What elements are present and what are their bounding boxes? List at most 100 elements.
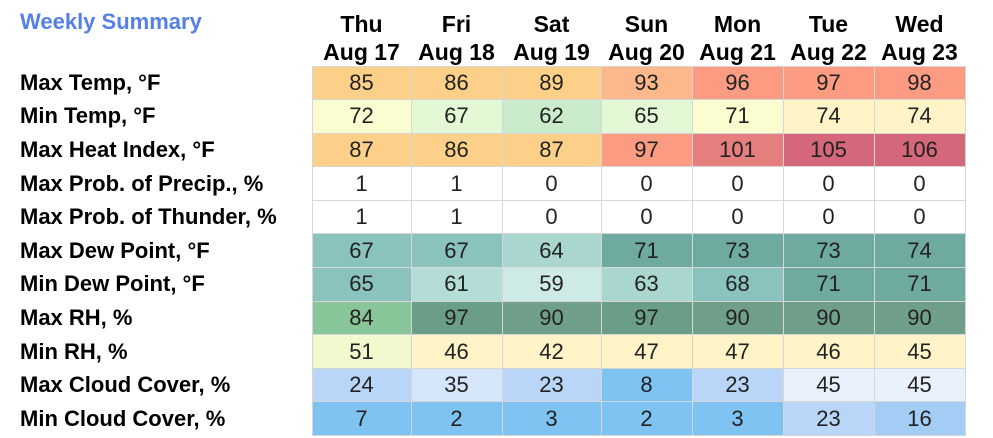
value-cell: 96 [691,65,784,101]
value-cell: 51 [311,334,412,369]
value-cell: 45 [873,334,966,369]
row-label: Max Prob. of Precip., % [20,170,264,196]
value-cell: 90 [691,300,784,336]
value-cell: 2 [410,401,503,437]
row-label: Max RH, % [20,304,133,330]
value-cell: 106 [873,132,966,168]
day-header: Wed Aug 23 [874,0,965,66]
day-name: Sun [624,10,669,37]
value-cell: 72 [311,99,412,134]
value-cell: 0 [691,166,784,201]
value-cell: 3 [501,401,602,437]
value-cell: 87 [311,132,412,168]
value-cell: 46 [410,334,503,369]
table-body: Max Temp, °F 85 86 89 93 96 97 98 Min Temp, °F 72… [0,65,966,437]
value-cell: 42 [501,334,602,369]
value-cell: 0 [501,166,602,201]
value-cell: 0 [600,199,693,235]
day-name: Fri [441,10,472,37]
table-row: Min Temp, °F 72 67 62 65 71 74 74 [0,99,966,134]
table-row: Min RH, % 51 46 42 47 47 46 45 [0,334,966,369]
value-cell: 90 [782,300,875,336]
value-cell: 87 [501,132,602,168]
table-row: Max Prob. of Precip., % 1 1 0 0 0 0 0 [0,166,966,201]
day-name: Tue [808,10,849,37]
value-cell: 0 [600,166,693,201]
table-row: Max RH, % 84 97 90 97 90 90 90 [0,300,966,336]
day-date: Aug 23 [881,38,958,65]
value-cell: 61 [410,267,503,302]
value-cell: 97 [600,300,693,336]
row-label: Min Cloud Cover, % [20,405,226,431]
value-cell: 73 [691,233,784,269]
table-row: Max Temp, °F 85 86 89 93 96 97 98 [0,65,966,101]
value-cell: 98 [873,65,966,101]
header-row: Weekly Summary Thu Aug 17 Fri Aug 18 Sat Aug … [0,0,965,66]
day-date: Aug 22 [790,38,867,65]
value-cell: 89 [501,65,602,101]
value-cell: 0 [782,199,875,235]
day-header: Fri Aug 18 [411,0,502,66]
value-cell: 0 [501,199,602,235]
value-cell: 0 [782,166,875,201]
value-cell: 59 [501,267,602,302]
value-cell: 24 [311,367,412,403]
row-label: Max Temp, °F [20,69,161,95]
value-cell: 23 [782,401,875,437]
table-row: Max Prob. of Thunder, % 1 1 0 0 0 0 0 [0,199,966,235]
value-cell: 2 [600,401,693,437]
value-cell: 93 [600,65,693,101]
value-cell: 0 [873,199,966,235]
row-label: Min RH, % [20,338,128,364]
value-cell: 23 [501,367,602,403]
table-row: Min Dew Point, °F 65 61 59 63 68 71 71 [0,267,966,302]
value-cell: 62 [501,99,602,134]
value-cell: 35 [410,367,503,403]
row-label: Max Dew Point, °F [20,237,210,263]
value-cell: 73 [782,233,875,269]
value-cell: 16 [873,401,966,437]
value-cell: 74 [873,99,966,134]
value-cell: 1 [410,199,503,235]
value-cell: 3 [691,401,784,437]
row-label: Min Temp, °F [20,103,156,129]
value-cell: 84 [311,300,412,336]
value-cell: 47 [600,334,693,369]
day-name: Thu [340,10,383,37]
day-name: Wed [895,10,944,37]
day-header: Thu Aug 17 [312,0,411,66]
value-cell: 105 [782,132,875,168]
value-cell: 8 [600,367,693,403]
day-date: Aug 18 [418,38,495,65]
value-cell: 90 [873,300,966,336]
value-cell: 46 [782,334,875,369]
value-cell: 90 [501,300,602,336]
value-cell: 71 [600,233,693,269]
value-cell: 64 [501,233,602,269]
day-header: Sat Aug 19 [502,0,601,66]
value-cell: 45 [873,367,966,403]
value-cell: 0 [873,166,966,201]
value-cell: 65 [311,267,412,302]
value-cell: 97 [410,300,503,336]
value-cell: 71 [782,267,875,302]
value-cell: 0 [691,199,784,235]
row-label: Min Dew Point, °F [20,271,205,297]
value-cell: 65 [600,99,693,134]
value-cell: 86 [410,65,503,101]
value-cell: 7 [311,401,412,437]
table-row: Max Heat Index, °F 87 86 87 97 101 105 106 [0,132,966,168]
day-date: Aug 17 [323,38,400,65]
value-cell: 67 [410,233,503,269]
value-cell: 85 [311,65,412,101]
day-header: Tue Aug 22 [783,0,874,66]
day-date: Aug 21 [699,38,776,65]
value-cell: 67 [410,99,503,134]
value-cell: 23 [691,367,784,403]
value-cell: 68 [691,267,784,302]
value-cell: 74 [873,233,966,269]
day-name: Sat [533,10,570,37]
row-label: Max Heat Index, °F [20,136,215,162]
value-cell: 63 [600,267,693,302]
value-cell: 47 [691,334,784,369]
